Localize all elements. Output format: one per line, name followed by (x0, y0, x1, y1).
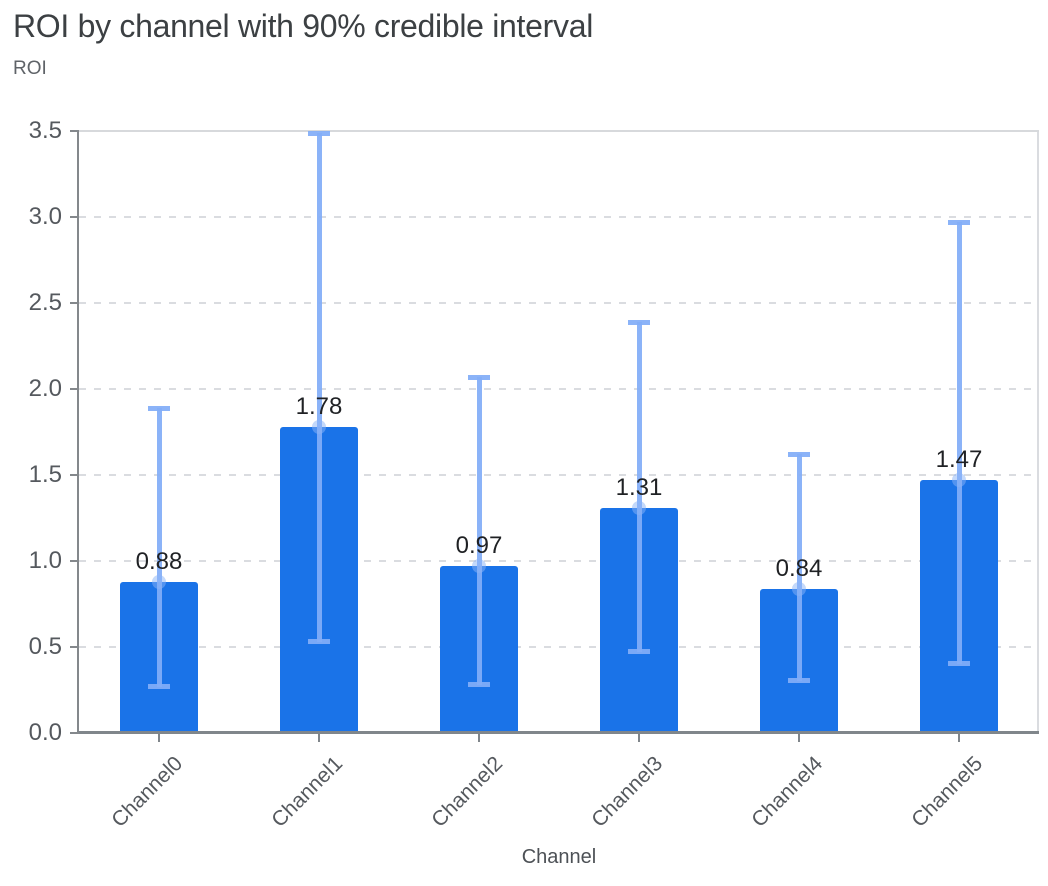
error-bar-cap-top (468, 374, 490, 380)
error-bar-cap-bottom (308, 638, 330, 644)
error-bar-cap-top (628, 319, 650, 325)
bar-value-label: 0.84 (775, 554, 823, 582)
mean-dot (792, 581, 806, 596)
x-axis-tick (638, 734, 640, 742)
y-tick-label: 3.0 (28, 203, 62, 230)
y-axis-tick (70, 474, 79, 476)
bar-value-label: 1.47 (935, 446, 983, 474)
gridline (79, 216, 1039, 218)
y-axis-tick (70, 560, 79, 562)
y-tick-label: 1.0 (28, 547, 62, 574)
mean-dot (152, 574, 166, 589)
chart-title: ROI by channel with 90% credible interva… (13, 8, 593, 44)
bar-value-label: 0.88 (135, 547, 183, 575)
error-bar-line (317, 132, 322, 642)
x-axis-tick (798, 734, 800, 742)
x-axis-tick (158, 734, 160, 742)
error-bar-cap-top (308, 130, 330, 136)
gridline (79, 388, 1039, 390)
y-tick-label: 0.0 (28, 719, 62, 746)
y-axis-title: ROI (13, 58, 47, 79)
plot-area: 0.88 Channel0 1.78 Channel1 0.97 Channel2 1.31… (70, 130, 1039, 832)
y-axis-tick (70, 388, 79, 390)
x-tick-label-channel0: Channel0 (107, 752, 188, 832)
y-tick-label: 2.5 (28, 289, 62, 316)
gridline (79, 560, 1039, 562)
error-bar-line (637, 321, 642, 653)
y-tick-label: 2.0 (28, 375, 62, 402)
mean-dot (472, 559, 486, 574)
y-tick-label: 3.5 (28, 117, 62, 144)
plot-right-border (1037, 131, 1039, 733)
x-axis-tick (318, 734, 320, 742)
mean-dot (952, 473, 966, 488)
y-tick-label: 1.5 (28, 461, 62, 488)
error-bar-cap-top (948, 220, 970, 226)
x-tick-label-channel4: Channel4 (747, 752, 828, 832)
error-bar-cap-bottom (628, 649, 650, 655)
gridline (79, 474, 1039, 476)
x-axis-line (77, 731, 1039, 734)
y-axis-tick (70, 216, 79, 218)
y-tick-label: 0.5 (28, 633, 62, 660)
y-axis-tick (70, 732, 79, 734)
gridline (79, 302, 1039, 304)
bar-value-label: 0.97 (455, 532, 503, 560)
mean-dot (632, 500, 646, 515)
bar-value-label: 1.31 (615, 473, 663, 501)
error-bar-line (477, 376, 482, 685)
error-bar-cap-bottom (948, 661, 970, 667)
error-bar-cap-top (148, 405, 170, 411)
y-axis-tick-labels: 0.0 0.5 1.0 1.5 2.0 2.5 3.0 3.5 (0, 0, 63, 886)
x-tick-label-channel1: Channel1 (267, 752, 348, 832)
mean-dot (312, 419, 326, 434)
x-axis-tick (478, 734, 480, 742)
plot-top-border (77, 130, 1039, 132)
error-bar-cap-bottom (148, 683, 170, 689)
error-bar-cap-bottom (468, 681, 490, 687)
x-tick-label-channel3: Channel3 (587, 752, 668, 832)
error-bar-line (157, 407, 162, 687)
error-bar-line (797, 454, 802, 682)
x-tick-label-channel5: Channel5 (907, 752, 988, 832)
x-tick-label-channel2: Channel2 (427, 752, 508, 832)
error-bar-cap-top (788, 452, 810, 458)
y-axis-line (77, 131, 79, 734)
gridline (79, 646, 1039, 648)
y-axis-tick (70, 130, 79, 132)
x-axis-tick (958, 734, 960, 742)
x-axis-title: Channel (521, 846, 597, 868)
bar-value-label: 1.78 (295, 392, 343, 420)
y-axis-tick (70, 646, 79, 648)
y-axis-tick (70, 302, 79, 304)
error-bar-cap-bottom (788, 678, 810, 684)
error-bar-line (957, 222, 962, 665)
